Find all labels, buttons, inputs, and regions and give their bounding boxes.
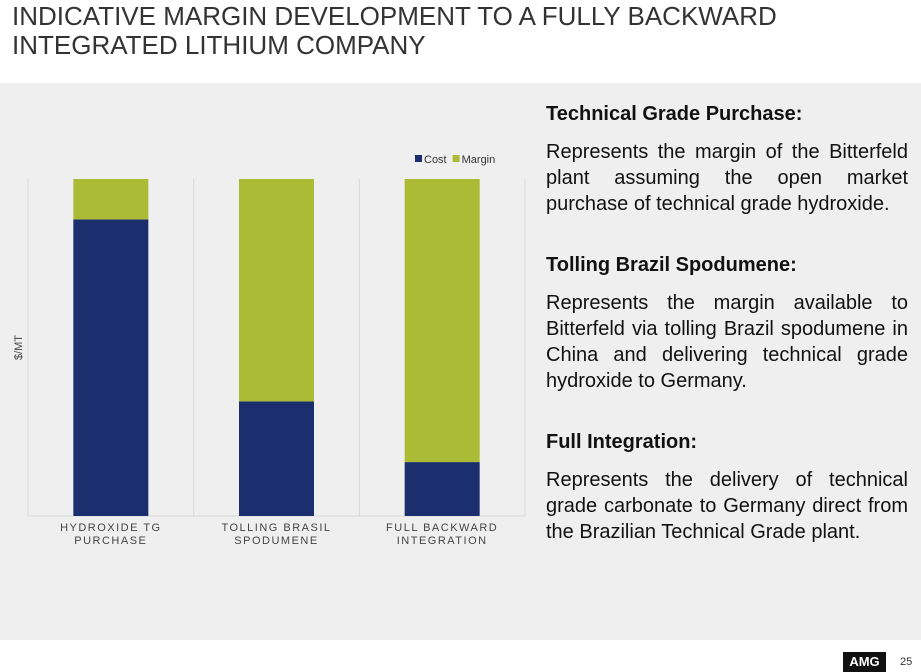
y-axis-label: $/MT <box>13 335 25 360</box>
bar-segment <box>73 179 149 220</box>
section: Tolling Brazil Spodumene: Represents the … <box>546 252 908 394</box>
x-tick-label: TOLLING BRASIL SPODUMENE <box>221 522 332 547</box>
section-body: Represents the delivery of technical gra… <box>546 469 908 543</box>
notes: Technical Grade Purchase: Represents the … <box>546 101 908 580</box>
section-body: Represents the margin available to Bitte… <box>546 292 908 392</box>
section: Technical Grade Purchase: Represents the … <box>546 101 908 217</box>
bar-segment <box>73 219 149 516</box>
page-number: 25 <box>900 656 913 668</box>
legend-swatch <box>415 155 422 162</box>
section-heading: Full Integration: <box>546 431 698 453</box>
bar-segment <box>239 179 314 402</box>
legend-label: Cost <box>424 154 447 166</box>
section: Full Integration: Represents the delivery… <box>546 429 908 545</box>
chart: $/MT Cost Margin <box>13 154 526 517</box>
section-heading: Technical Grade Purchase: <box>546 103 803 125</box>
legend-label: Margin <box>462 154 496 166</box>
bar-segment <box>404 179 480 463</box>
x-tick-label: FULL BACKWARD INTEGRATION <box>386 522 499 547</box>
content-panel: $/MT Cost Margin Technical Grade Purchase:… <box>0 83 921 640</box>
legend-swatch <box>452 155 460 162</box>
section-heading: Tolling Brazil Spodumene: <box>546 254 797 276</box>
section-body: Represents the margin of the Bitterfeld … <box>546 141 908 215</box>
bar-segment <box>239 401 314 516</box>
slide-title: INDICATIVE MARGIN DEVELOPMENT TO A FULLY… <box>12 1 777 60</box>
bar-segment <box>404 462 480 516</box>
x-tick-label: HYDROXIDE TG PURCHASE <box>60 522 162 547</box>
logo: AMG <box>843 652 886 672</box>
